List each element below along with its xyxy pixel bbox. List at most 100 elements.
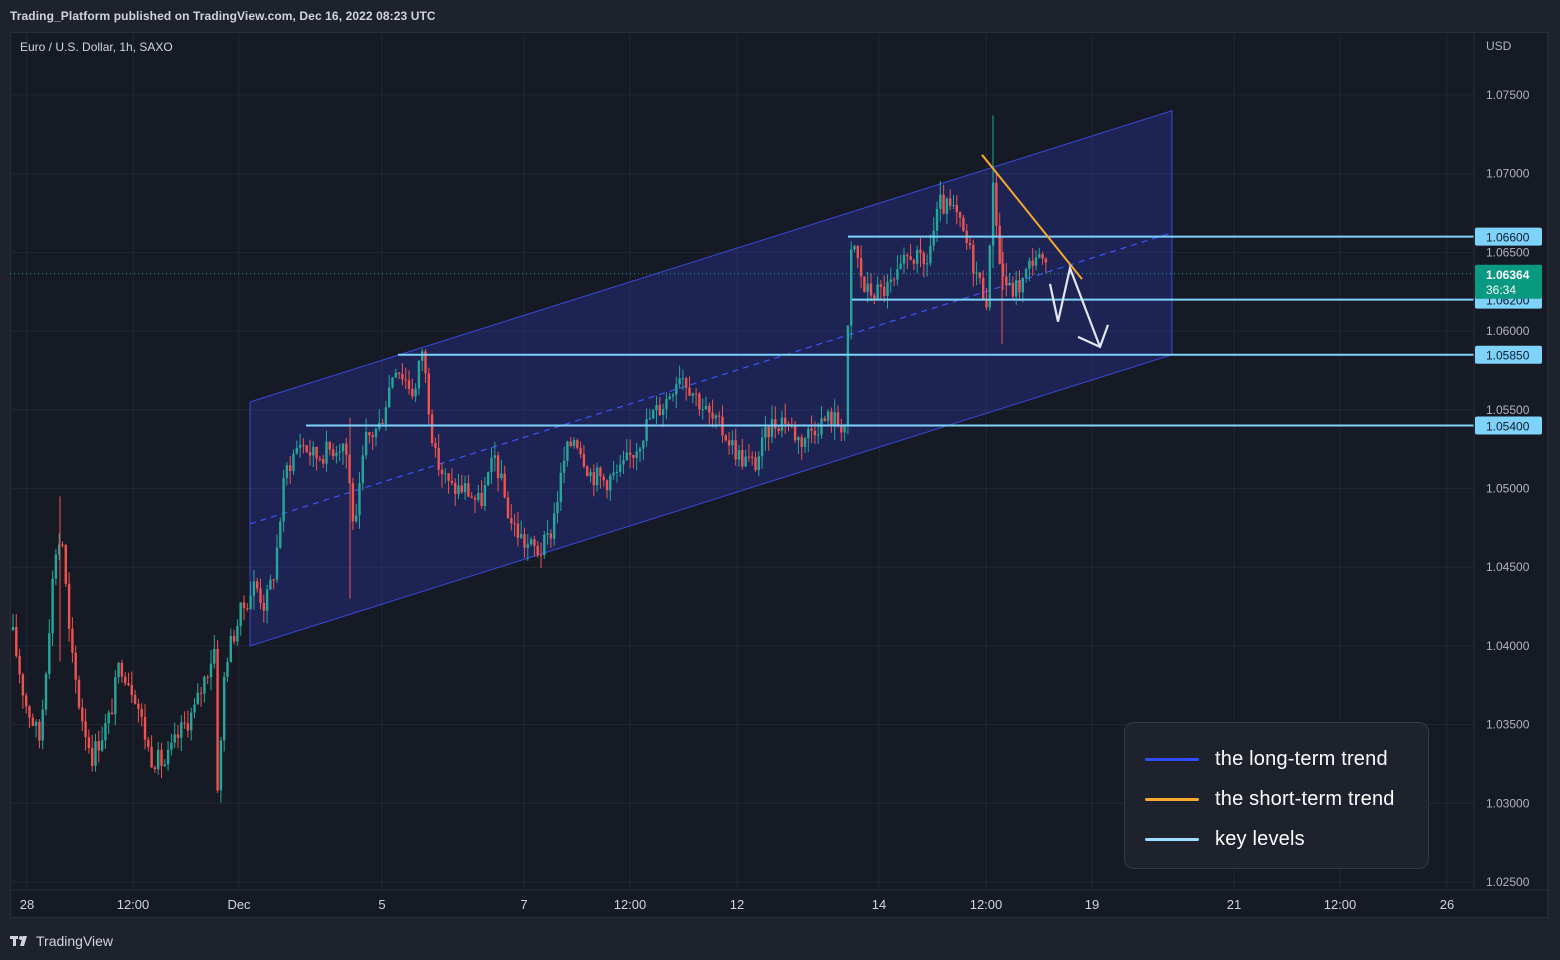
candle-body <box>817 434 820 436</box>
brand-name[interactable]: TradingView <box>36 933 114 949</box>
candle-body <box>731 440 734 446</box>
candle-body <box>929 245 932 264</box>
candle-body <box>605 480 609 491</box>
candle-body <box>751 456 754 458</box>
candle-body <box>150 746 153 768</box>
candle-body <box>962 217 965 231</box>
candle-body <box>764 426 767 438</box>
candle-body <box>546 533 549 535</box>
candle-body <box>529 539 533 545</box>
candle-body <box>922 253 925 265</box>
candle-body <box>246 608 249 610</box>
candle-body <box>612 472 615 476</box>
candle-body <box>942 194 945 214</box>
candle-body <box>754 457 757 471</box>
candle-body <box>879 284 883 287</box>
candle-body <box>843 426 846 433</box>
candle-body <box>358 483 361 516</box>
candle-body <box>955 204 958 213</box>
candle-body <box>28 706 31 718</box>
countdown-label: 36:34 <box>1486 283 1516 297</box>
candle-body <box>694 393 698 395</box>
key-level-tag <box>1475 416 1542 435</box>
candle-body <box>704 405 708 410</box>
candle-body <box>216 648 219 791</box>
candle-body <box>173 734 176 743</box>
candle-body <box>170 742 173 750</box>
candle-body <box>523 534 526 548</box>
candle-body <box>892 279 896 281</box>
candle-body <box>196 692 199 705</box>
candle-body <box>1001 263 1005 277</box>
candle-body <box>589 472 592 476</box>
candle-body <box>1034 257 1038 266</box>
candle-body <box>421 351 424 361</box>
candle-body <box>21 674 25 696</box>
candle-body <box>800 437 803 447</box>
candle-body <box>391 377 394 388</box>
y-tick-label: 1.06500 <box>1486 245 1530 259</box>
candle-body <box>661 409 665 416</box>
candle-body <box>543 534 546 556</box>
candle-body <box>1008 282 1011 285</box>
candle-body <box>833 412 836 427</box>
candle-body <box>830 411 833 427</box>
candle-body <box>562 460 566 473</box>
candle-body <box>972 244 975 274</box>
candle-body <box>939 194 942 209</box>
candle-body <box>727 440 731 446</box>
candle-body <box>935 208 939 231</box>
candle-body <box>1011 282 1015 297</box>
x-tick-label: 7 <box>520 897 527 912</box>
candle-body <box>394 372 397 378</box>
candle-body <box>850 249 853 326</box>
candle-body <box>701 409 704 411</box>
candle-body <box>417 360 421 389</box>
short-term-swatch <box>1145 797 1199 801</box>
key-level-tag <box>1475 345 1542 364</box>
candle-body <box>107 712 110 724</box>
current-price-label: 1.06364 <box>1486 268 1530 282</box>
candle-body <box>351 483 355 522</box>
candle-body <box>770 419 774 438</box>
candle-body <box>553 513 556 539</box>
candle-body <box>698 393 701 410</box>
price-chart[interactable]: 1.07500 1.07000 1.06500 1.06000 1.05500 1.050… <box>10 32 1548 918</box>
long-term-swatch <box>1145 757 1199 761</box>
candle-body <box>467 483 470 497</box>
candle-body <box>688 387 691 396</box>
candle-body <box>655 404 658 411</box>
candle-body <box>282 477 285 522</box>
candle-body <box>242 602 246 609</box>
candle-body <box>94 741 97 766</box>
candle-body <box>180 722 183 738</box>
candle-body <box>298 444 302 448</box>
candle-body <box>787 423 790 425</box>
candle-body <box>1028 260 1031 269</box>
currency-label: USD <box>1486 39 1512 53</box>
candle-body <box>272 579 275 581</box>
candle-body <box>249 595 252 609</box>
candle-body <box>632 454 635 458</box>
candle-body <box>711 412 714 419</box>
candle-body <box>520 534 523 538</box>
candle-body <box>335 452 338 457</box>
candle-body <box>424 351 427 374</box>
candle-body <box>137 703 140 709</box>
tradingview-logo-icon <box>10 936 27 946</box>
candle-body <box>622 460 625 465</box>
candle-body <box>675 384 678 395</box>
candle-body <box>213 648 216 664</box>
key-level-tag-label: 1.05400 <box>1486 420 1530 434</box>
legend-item-short-term: the short-term trend <box>1145 779 1428 819</box>
footer[interactable]: TradingView <box>10 930 113 952</box>
candle-body <box>925 263 929 265</box>
candle-body <box>74 652 77 680</box>
candle-body <box>595 467 599 486</box>
candle-body <box>41 709 44 741</box>
candle-body <box>1005 276 1008 285</box>
candle-body <box>232 635 236 642</box>
candle-body <box>371 435 374 438</box>
candle-body <box>190 712 193 731</box>
candle-body <box>906 254 909 257</box>
